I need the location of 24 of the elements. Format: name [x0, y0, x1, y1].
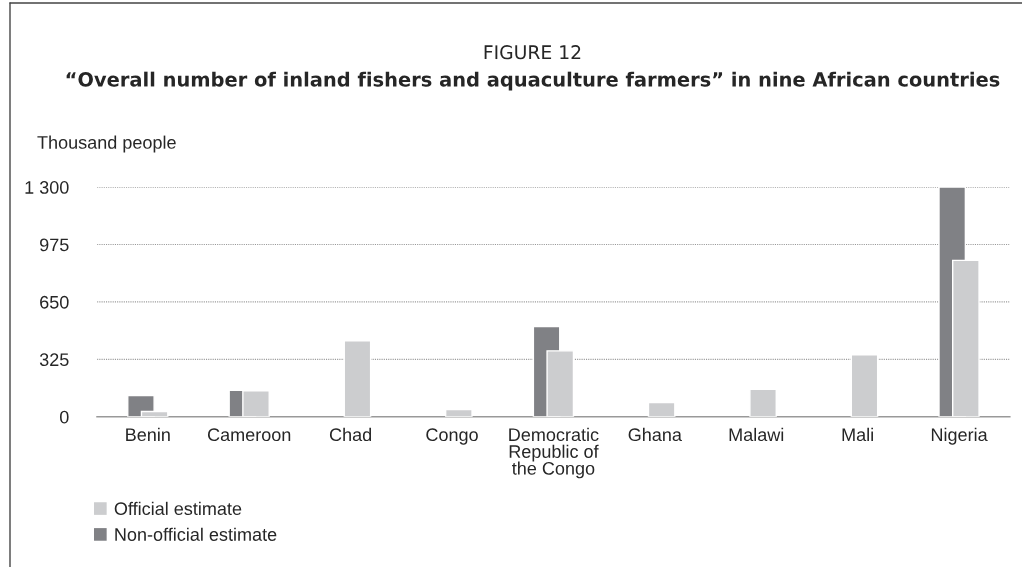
- y-axis-title: Thousand people: [37, 135, 176, 153]
- bar: [444, 408, 473, 417]
- x-tick-label: Benin: [126, 427, 170, 442]
- legend-label: Non-official estimate: [115, 527, 277, 541]
- y-tick-label: 975: [40, 238, 69, 252]
- legend-label: Official estimate: [114, 501, 242, 516]
- x-tick-label: Mali: [842, 427, 873, 442]
- chart-subtitle: “Overall number of inland fishers and aquaculture farmers” in nine African countries: [66, 71, 1000, 91]
- x-tick-label: Chad: [329, 427, 372, 442]
- x-tick-label: Democratic Republic of the Congo: [509, 427, 599, 479]
- y-tick-label: 0: [59, 410, 69, 424]
- y-tick-label: 325: [39, 353, 69, 367]
- bar: [749, 388, 777, 417]
- chart-title: FIGURE 12: [484, 45, 581, 60]
- x-tick-label: Cameroon: [207, 428, 291, 442]
- bar: [850, 354, 879, 417]
- x-tick-label: Ghana: [628, 427, 682, 442]
- y-tick-label: 650: [40, 295, 69, 309]
- y-tick-label: 1 300: [25, 181, 69, 194]
- x-tick-label: Congo: [426, 428, 478, 445]
- bar: [647, 401, 676, 417]
- x-tick-label: Malawi: [729, 427, 784, 442]
- x-tick-label: Nigeria: [931, 427, 988, 445]
- bar: [343, 340, 372, 417]
